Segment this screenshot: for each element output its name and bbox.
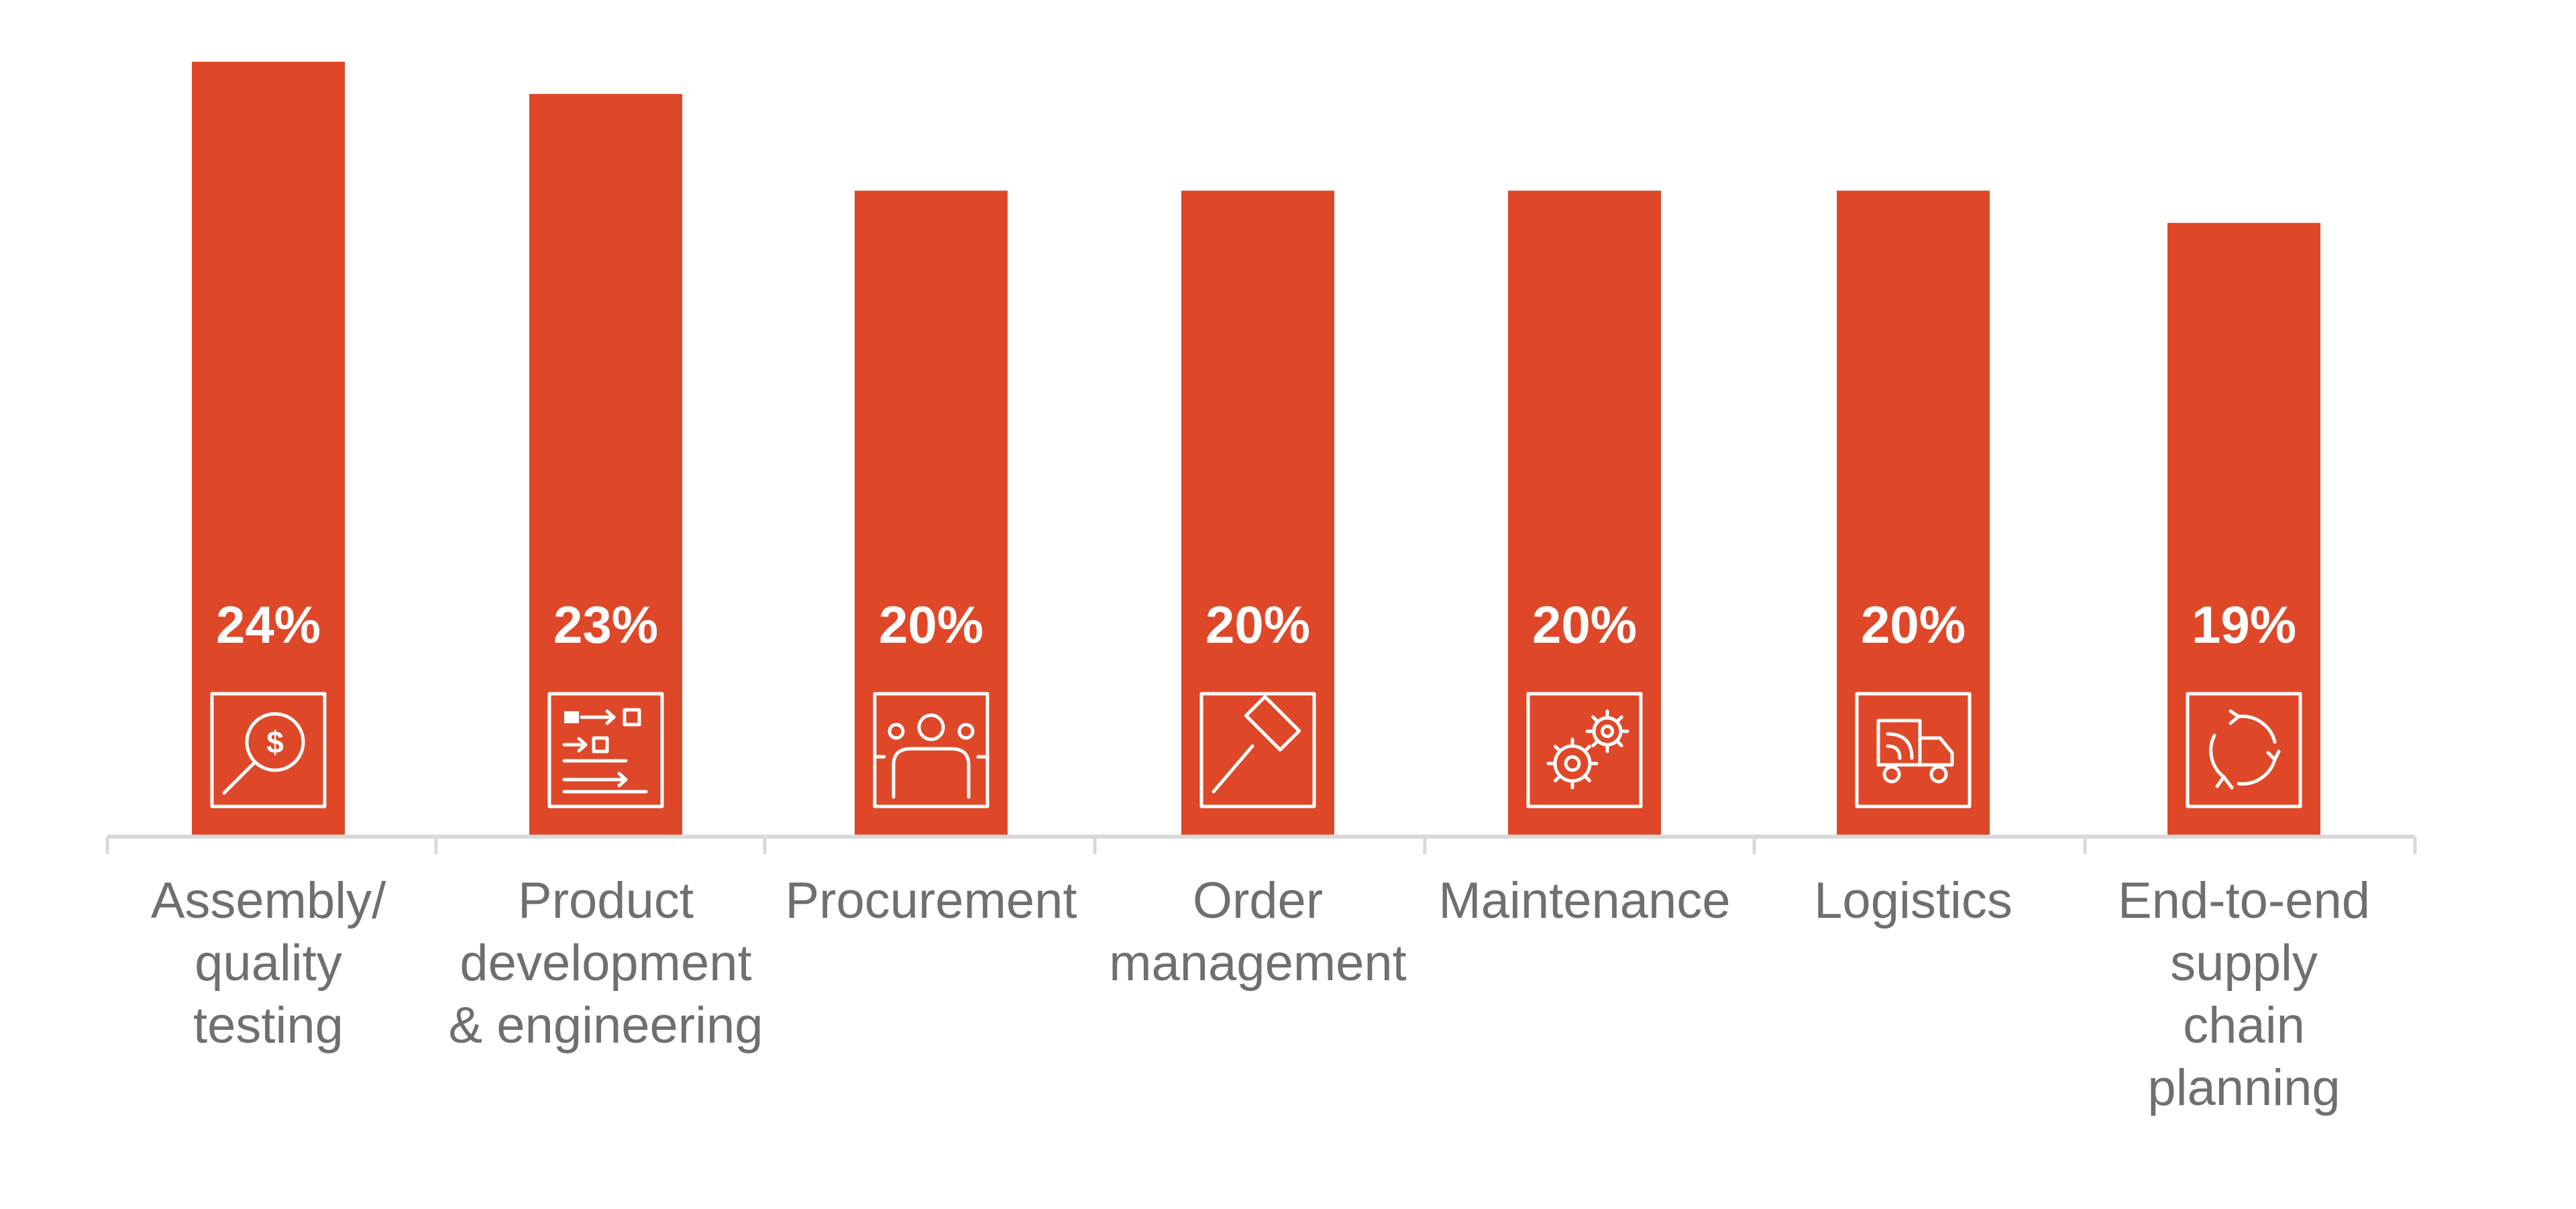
- category-label-4: Order management: [1109, 872, 1407, 992]
- category-label-line: Logistics: [1814, 872, 2012, 929]
- bar-6: [1837, 191, 1990, 836]
- gavel-icon: [1199, 692, 1316, 808]
- bar-4: [1181, 191, 1334, 836]
- value-label-2: 23%: [553, 595, 658, 654]
- bar-7: [2167, 223, 2320, 835]
- gears-icon: [1526, 692, 1643, 808]
- value-label-6: 20%: [1861, 595, 1966, 654]
- category-label-line: management: [1109, 935, 1407, 992]
- bar-3: [855, 191, 1008, 836]
- value-label-1: 24%: [216, 595, 321, 654]
- category-label-line: chain: [2183, 997, 2305, 1054]
- value-label-7: 19%: [2192, 595, 2296, 654]
- category-label-line: planning: [2147, 1059, 2340, 1116]
- category-icons: $: [210, 692, 2302, 808]
- value-labels: 24% 23% 20% 20% 20% 20% 19%: [216, 595, 2296, 654]
- category-label-line: Product: [518, 872, 694, 929]
- category-label-5: Maintenance: [1438, 872, 1730, 929]
- bars-layer: [192, 62, 2320, 836]
- svg-text:$: $: [266, 725, 284, 759]
- category-labels: Assembly/quality testing Product developmen…: [151, 872, 2370, 1116]
- process-flow-icon: [547, 692, 664, 808]
- category-label-line: Procurement: [785, 872, 1077, 929]
- category-label-1: Assembly/quality testing: [151, 872, 386, 1054]
- bar-1: [192, 62, 345, 835]
- value-label-5: 20%: [1532, 595, 1637, 654]
- cycle-arrows-icon: [2186, 692, 2302, 808]
- people-group-icon: [873, 692, 989, 808]
- value-label-4: 20%: [1205, 595, 1310, 654]
- value-label-3: 20%: [879, 595, 983, 654]
- delivery-truck-icon: [1855, 692, 1972, 808]
- category-label-6: Logistics: [1814, 872, 2012, 929]
- category-label-2: Product development & engineering: [448, 872, 763, 1054]
- category-label-line: Order: [1193, 872, 1323, 929]
- x-axis: [105, 835, 2417, 854]
- category-label-3: Procurement: [785, 872, 1077, 929]
- category-label-line: Maintenance: [1438, 872, 1730, 929]
- category-label-line: & engineering: [448, 997, 763, 1054]
- category-label-line: testing: [193, 997, 343, 1054]
- category-label-line: End-to-end: [2118, 872, 2370, 929]
- category-label-line: supply: [2170, 935, 2318, 992]
- magnifier-dollar-icon: $: [210, 692, 327, 808]
- category-label-line: Assembly/: [151, 872, 386, 929]
- category-label-line: development: [460, 935, 751, 992]
- bar-5: [1508, 191, 1661, 836]
- category-label-line: quality: [195, 935, 342, 992]
- category-label-7: End-to-end supply chain planning: [2118, 872, 2370, 1116]
